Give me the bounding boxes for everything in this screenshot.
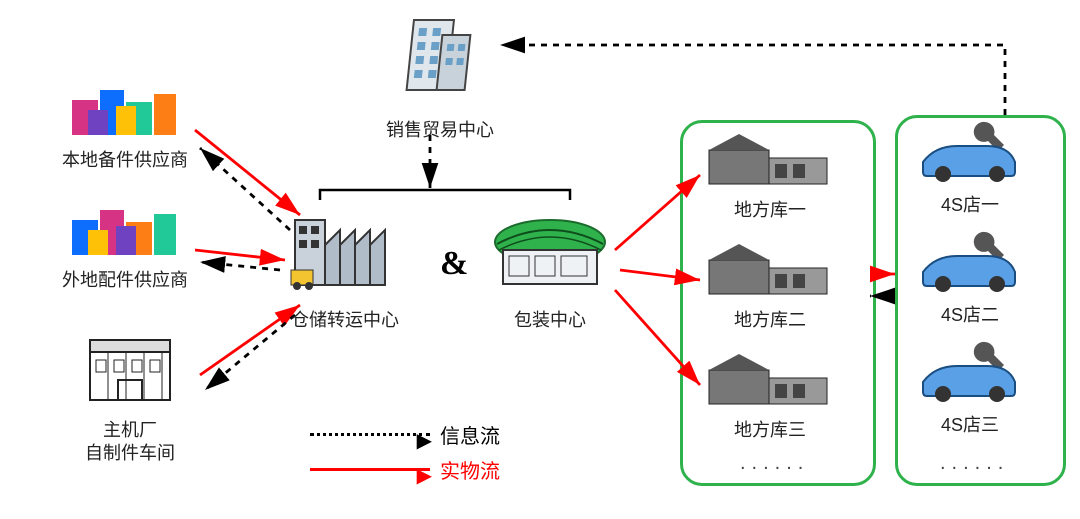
node-label: 地方库一 — [700, 199, 840, 222]
factory-icon — [80, 330, 180, 410]
node-label: 销售贸易中心 — [380, 119, 500, 142]
node-site-3: 地方库三 — [700, 350, 840, 442]
ellipsis-sites: ...... — [740, 452, 809, 475]
node-shop-1: 4S店一 — [910, 120, 1030, 217]
ellipsis-shops: ...... — [940, 452, 1009, 475]
warehouse-small-icon — [705, 240, 835, 300]
node-supplier-remote: 外地配件供应商 — [55, 200, 195, 292]
car-service-icon — [915, 230, 1025, 295]
legend-line-solid: ▶ — [310, 468, 430, 471]
legend: ▶ 信息流 ▶ 实物流 — [310, 420, 500, 484]
car-service-icon — [915, 120, 1025, 185]
legend-label: 实物流 — [440, 455, 500, 484]
node-label: 本地备件供应商 — [55, 149, 195, 172]
warehouse-small-icon — [705, 130, 835, 190]
ampersand: & — [440, 245, 468, 283]
node-label: 仓储转运中心 — [280, 309, 410, 332]
node-label: 4S店三 — [910, 414, 1030, 437]
node-oem-workshop: 主机厂 自制件车间 — [70, 330, 190, 464]
node-sales-center: 销售贸易中心 — [380, 10, 500, 142]
node-label: 4S店一 — [910, 194, 1030, 217]
legend-line-dotted: ▶ — [310, 433, 430, 436]
node-packaging: 包装中心 — [480, 210, 620, 332]
node-label: 地方库二 — [700, 309, 840, 332]
node-label: 4S店二 — [910, 304, 1030, 327]
node-label: 包装中心 — [480, 309, 620, 332]
node-supplier-local: 本地备件供应商 — [55, 80, 195, 172]
legend-item-info: ▶ 信息流 — [310, 420, 500, 449]
node-shop-2: 4S店二 — [910, 230, 1030, 327]
node-shop-3: 4S店三 — [910, 340, 1030, 437]
diagram-stage: { "canvas":{"w":1080,"h":519,"bg":"#ffff… — [0, 0, 1080, 519]
warehouse-small-icon — [705, 350, 835, 410]
supplier-buildings-icon — [70, 200, 180, 260]
node-site-2: 地方库二 — [700, 240, 840, 332]
node-label: 主机厂 自制件车间 — [70, 419, 190, 464]
node-site-1: 地方库一 — [700, 130, 840, 222]
warehouse-icon — [285, 200, 405, 300]
legend-label: 信息流 — [440, 420, 500, 449]
packaging-center-icon — [485, 210, 615, 300]
supplier-buildings-icon — [70, 80, 180, 140]
office-building-icon — [395, 10, 485, 110]
node-warehouse: 仓储转运中心 — [280, 200, 410, 332]
legend-item-physical: ▶ 实物流 — [310, 455, 500, 484]
node-label: 外地配件供应商 — [55, 269, 195, 292]
car-service-icon — [915, 340, 1025, 405]
node-label: 地方库三 — [700, 419, 840, 442]
